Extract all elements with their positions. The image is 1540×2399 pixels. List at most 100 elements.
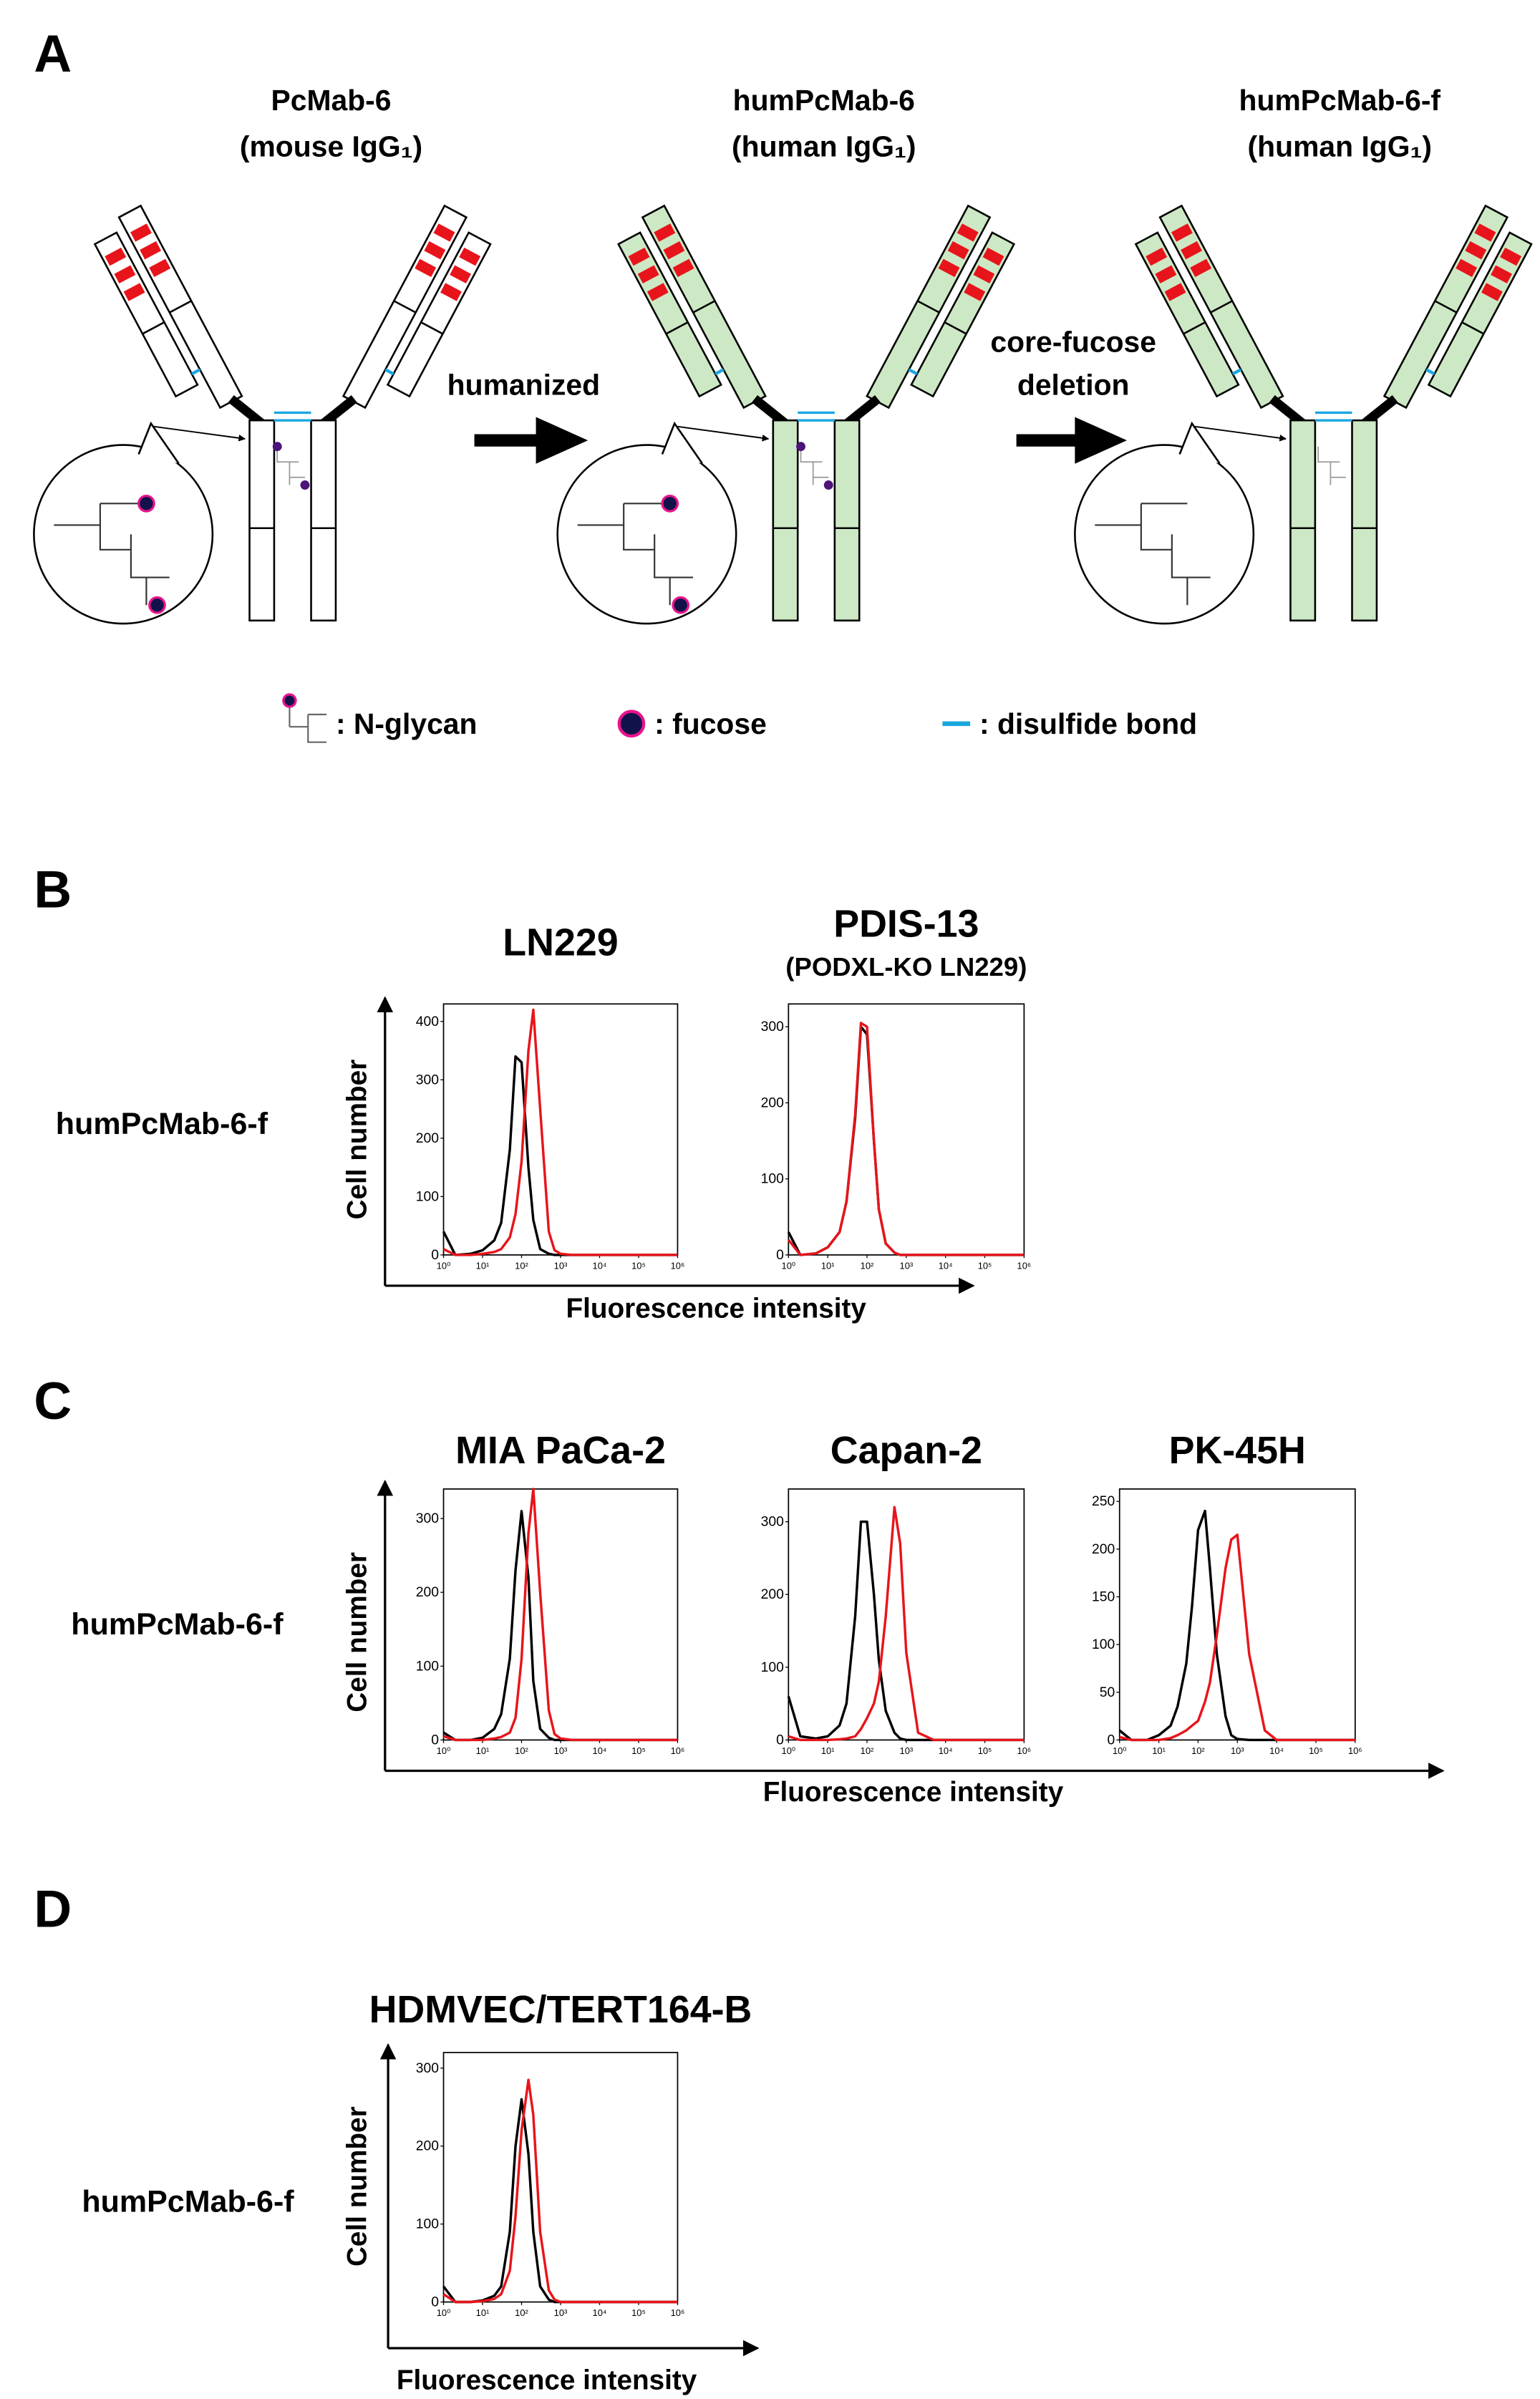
y-tick-label: 200 [761, 1095, 784, 1110]
y-tick-label: 100 [416, 1188, 439, 1204]
step-label: core-fucose [990, 325, 1156, 358]
chart-title: MIA PaCa-2 [455, 1429, 666, 1472]
y-tick-label: 100 [761, 1171, 784, 1187]
x-tick-label: 10¹ [476, 1745, 490, 1756]
y-tick-label: 300 [416, 2060, 439, 2076]
y-tick-label: 250 [1092, 1493, 1115, 1509]
x-tick-label: 10⁴ [593, 1260, 607, 1271]
row-label: humPcMab-6-f [82, 2185, 294, 2219]
x-tick-label: 10³ [554, 2307, 568, 2318]
x-tick-label: 10⁴ [1269, 1745, 1284, 1756]
plot-frame [442, 1488, 679, 1741]
y-tick-label: 200 [416, 2138, 439, 2154]
panel-label: C [34, 1372, 72, 1430]
y-tick-label: 200 [761, 1586, 784, 1602]
y-tick-label: 100 [761, 1659, 784, 1675]
antibody-name: PcMab-6 [271, 84, 391, 117]
histogram-line [442, 2078, 678, 2304]
x-tick-label: 10³ [900, 1260, 914, 1271]
step-label: deletion [1017, 369, 1130, 402]
y-tick-label: 300 [416, 1511, 439, 1526]
x-tick-label: 10⁴ [939, 1745, 953, 1756]
x-axis-label: Fluorescence intensity [566, 1294, 867, 1324]
x-tick-label: 10⁰ [437, 1260, 451, 1271]
plot-frame [442, 2052, 679, 2303]
x-tick-label: 10³ [554, 1260, 568, 1271]
x-tick-label: 10² [861, 1260, 874, 1271]
x-tick-label: 10¹ [1152, 1745, 1166, 1756]
x-tick-label: 10⁶ [671, 1260, 685, 1271]
y-tick-label: 400 [416, 1014, 439, 1029]
row-label: humPcMab-6-f [56, 1107, 268, 1141]
panel-label: B [34, 861, 72, 919]
histogram-line [443, 1488, 678, 1742]
x-tick-label: 10³ [1231, 1745, 1244, 1756]
x-tick-label: 10² [515, 1260, 528, 1271]
y-tick-label: 300 [761, 1514, 784, 1530]
x-tick-label: 10⁵ [978, 1745, 992, 1756]
antibody-diagram [558, 205, 1020, 624]
plot-frame [442, 1003, 679, 1256]
y-tick-label: 100 [416, 2216, 439, 2232]
x-tick-label: 10⁶ [1017, 1260, 1032, 1271]
y-axis-label: Cell number [342, 2106, 373, 2267]
x-tick-label: 10⁶ [671, 1745, 685, 1756]
x-tick-label: 10⁵ [978, 1260, 992, 1271]
x-tick-label: 10⁰ [437, 1745, 451, 1756]
y-tick-label: 0 [1108, 1732, 1115, 1748]
y-tick-label: 0 [776, 1247, 784, 1263]
x-tick-label: 10³ [554, 1745, 568, 1756]
x-tick-label: 10² [1191, 1745, 1205, 1756]
x-tick-label: 10⁵ [631, 1745, 646, 1756]
x-tick-label: 10⁵ [631, 2307, 646, 2318]
x-axis-label: Fluorescence intensity [763, 1777, 1064, 1808]
antibody-type: (human IgG₁) [732, 130, 916, 163]
row-label: humPcMab-6-f [71, 1607, 284, 1642]
chart-title: HDMVEC/TERT164-B [369, 1988, 752, 2031]
x-tick-label: 10⁶ [1348, 1745, 1362, 1756]
y-axis-label: Cell number [342, 1060, 373, 1220]
antibody-diagram [1075, 205, 1537, 624]
antibody-diagram [34, 205, 496, 624]
plot-frame [1118, 1488, 1356, 1741]
y-axis-label: Cell number [342, 1552, 373, 1712]
plot-frame [788, 1003, 1025, 1256]
y-tick-label: 0 [431, 1732, 439, 1748]
step-arrow [1016, 417, 1127, 464]
step-arrow [474, 417, 589, 464]
y-tick-label: 0 [776, 1732, 784, 1748]
chart-title: PK-45H [1169, 1429, 1306, 1472]
histogram-line [442, 1008, 678, 1256]
x-tick-label: 10² [861, 1745, 874, 1756]
y-tick-label: 200 [1092, 1541, 1115, 1557]
antibody-name: humPcMab-6-f [1239, 84, 1441, 117]
x-tick-label: 10² [515, 1745, 528, 1756]
y-tick-label: 200 [416, 1130, 439, 1146]
step-label: humanized [447, 369, 600, 402]
y-tick-label: 300 [416, 1072, 439, 1087]
antibody-type: (human IgG₁) [1248, 130, 1433, 163]
legend-label: : fucose [654, 707, 767, 740]
y-tick-label: 100 [1092, 1637, 1115, 1652]
legend: : N-glycan : fucose : disulfide bond [282, 693, 1197, 743]
x-tick-label: 10¹ [821, 1745, 835, 1756]
x-tick-label: 10³ [900, 1745, 914, 1756]
histogram-line [1118, 1509, 1355, 1742]
y-tick-label: 100 [416, 1658, 439, 1674]
chart-subtitle: (PODXL-KO LN229) [785, 952, 1027, 982]
x-tick-label: 10¹ [476, 1260, 490, 1271]
x-tick-label: 10² [515, 2307, 528, 2318]
panel-label: D [34, 1881, 72, 1939]
antibody-type: (mouse IgG₁) [240, 130, 422, 163]
fucose-dots [137, 494, 690, 614]
chart-title: PDIS-13 [833, 903, 979, 946]
x-tick-label: 10⁴ [939, 1260, 953, 1271]
y-tick-label: 0 [431, 2294, 439, 2310]
x-tick-label: 10⁶ [671, 2307, 685, 2318]
x-tick-label: 10⁴ [593, 1745, 607, 1756]
y-tick-label: 50 [1100, 1685, 1115, 1700]
x-tick-label: 10⁰ [782, 1745, 796, 1756]
x-axis-label: Fluorescence intensity [397, 2365, 697, 2396]
legend-label: : disulfide bond [979, 707, 1197, 740]
